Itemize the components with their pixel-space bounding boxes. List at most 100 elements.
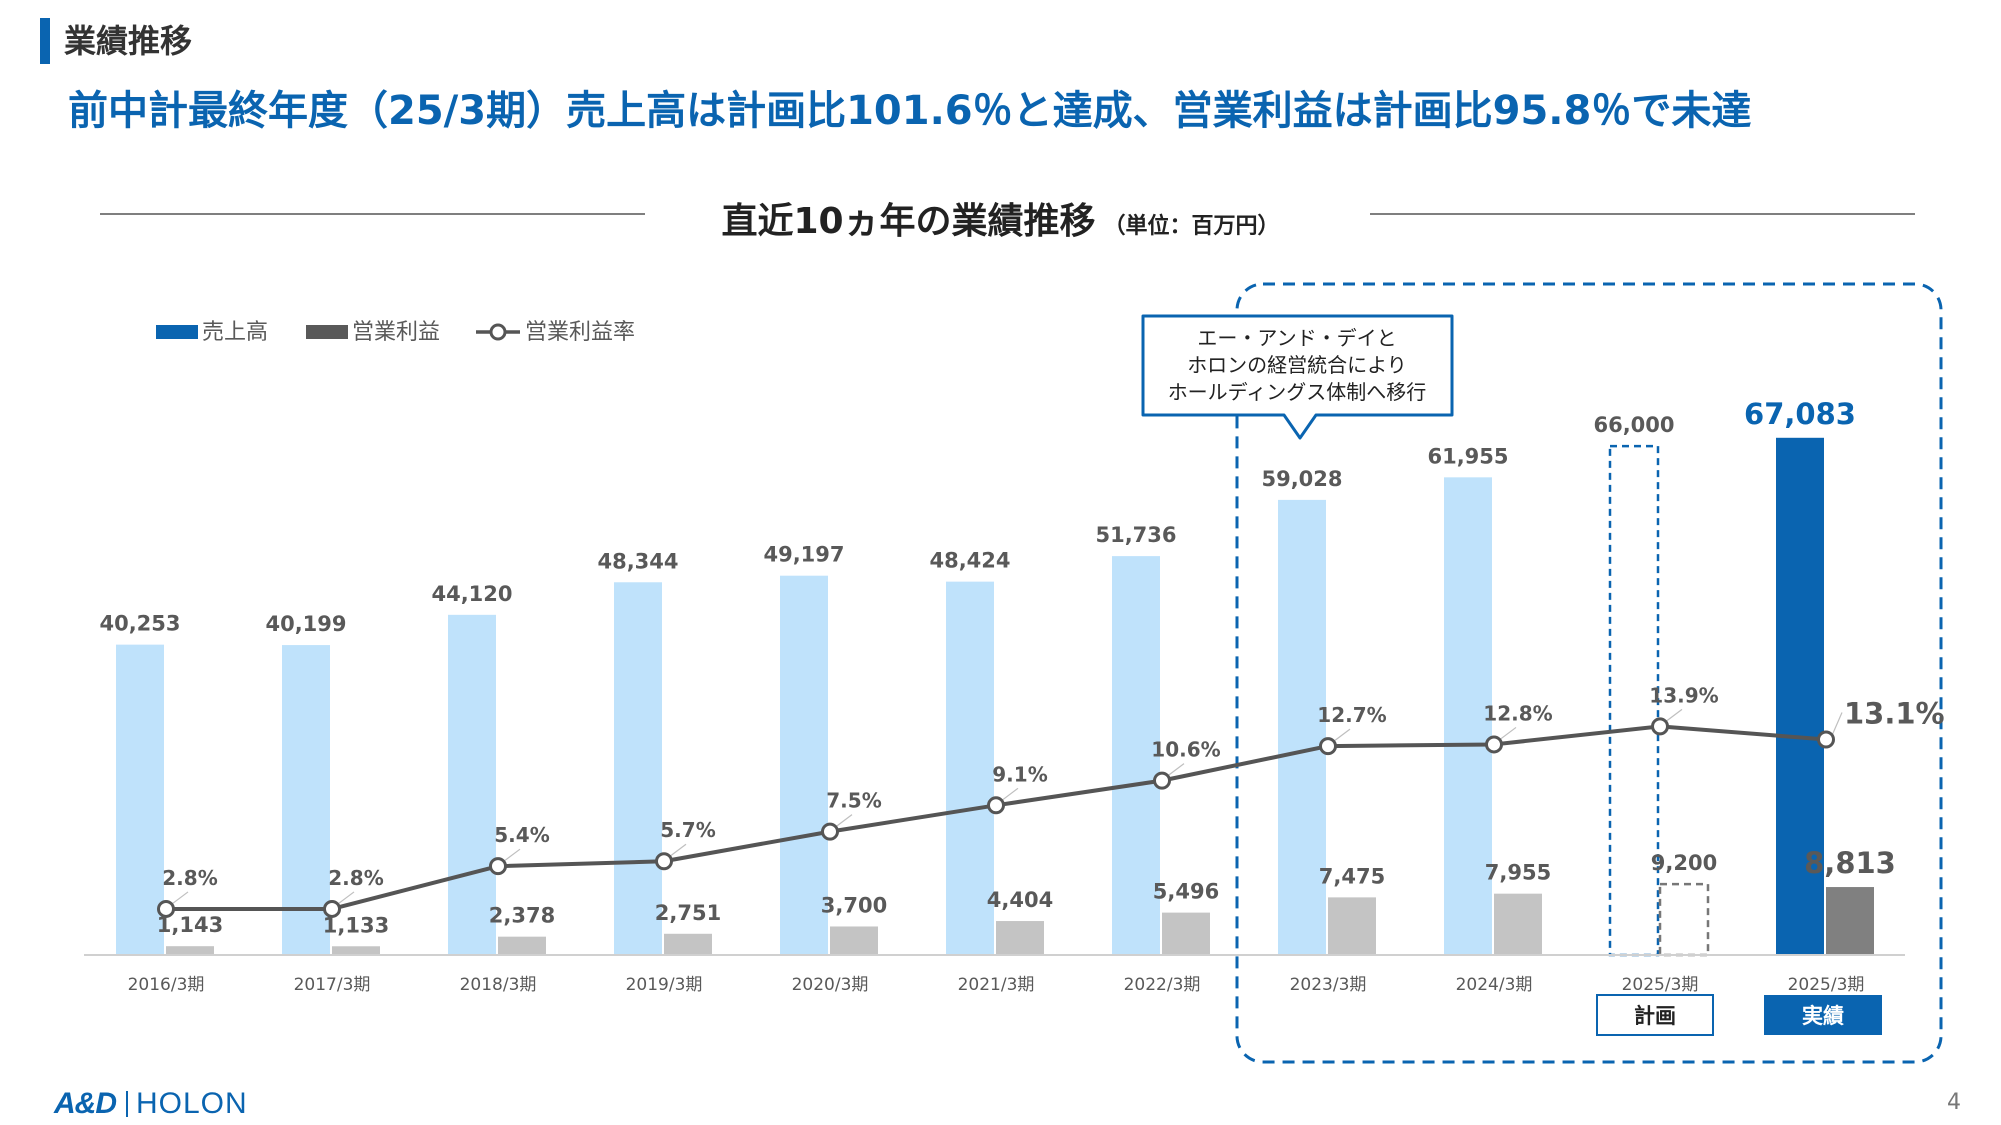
sales-bar	[116, 644, 164, 955]
profit-data-label: 2,378	[489, 904, 555, 928]
profit-bar	[1328, 897, 1376, 955]
sales-data-label: 61,955	[1427, 444, 1508, 468]
legend-swatch-profit	[306, 325, 348, 339]
margin-leader-line	[503, 848, 521, 862]
sales-data-label: 66,000	[1593, 413, 1674, 437]
profit-data-label: 7,475	[1319, 864, 1385, 888]
profit-bar	[498, 936, 546, 955]
profit-data-label: 8,813	[1804, 846, 1896, 880]
margin-leader-line	[337, 891, 355, 905]
actual-tag-label: 実績	[1802, 1004, 1844, 1028]
margin-data-label: 2.8%	[328, 866, 383, 890]
margin-leader-line	[1831, 712, 1843, 736]
margin-marker	[489, 857, 507, 876]
x-tick-label: 2025/3期	[1788, 975, 1865, 995]
margin-data-label: 13.9%	[1649, 683, 1718, 707]
sales-data-label: 40,199	[265, 612, 346, 636]
legend-label-margin: 営業利益率	[525, 320, 635, 345]
margin-data-label: 12.7%	[1317, 703, 1386, 727]
margin-leader-line	[835, 814, 853, 828]
margin-data-label: 12.8%	[1483, 701, 1552, 725]
margin-leader-line	[171, 891, 189, 905]
margin-data-label: 7.5%	[826, 789, 881, 813]
logo-holon: HOLON	[136, 1087, 248, 1120]
margin-marker	[323, 899, 341, 918]
profit-bar-actual	[1826, 887, 1874, 955]
margin-leader-line	[1499, 726, 1517, 740]
sales-data-label: 59,028	[1261, 467, 1342, 491]
actual-tag-box	[1764, 995, 1882, 1035]
sales-bar	[1112, 556, 1160, 955]
profit-data-label: 3,700	[821, 893, 887, 917]
margin-line	[166, 724, 1827, 911]
margin-marker	[821, 822, 839, 841]
margin-leader-line	[1167, 763, 1185, 777]
x-tick-label: 2023/3期	[1290, 975, 1367, 995]
x-tick-labels: 2016/3期 2017/3期 2018/3期 2019/3期 2020/3期 2021/…	[128, 975, 1865, 995]
callout-bubble	[1141, 314, 1454, 440]
x-tick-label: 2022/3期	[1124, 975, 1201, 995]
sales-data-label: 51,736	[1095, 523, 1176, 547]
profit-bar	[664, 933, 712, 955]
callout-line-1: エー・アンド・デイと	[1197, 326, 1396, 350]
x-tick-label: 2020/3期	[792, 975, 869, 995]
legend-label-sales: 売上高	[202, 320, 268, 345]
margin-data-label: 2.8%	[162, 866, 217, 890]
legend-swatch-margin-marker	[489, 323, 507, 341]
chart-unit: （単位：百万円）	[1103, 214, 1280, 239]
margin-marker	[655, 852, 673, 871]
profit-bar	[332, 946, 380, 955]
legend: 売上高 営業利益 営業利益率	[156, 320, 635, 345]
logo-separator	[126, 1091, 128, 1117]
sales-bar	[614, 582, 662, 955]
sales-data-label: 48,344	[597, 549, 678, 573]
x-tick-label: 2025/3期	[1622, 975, 1699, 995]
profit-data-label: 5,496	[1153, 880, 1219, 904]
margin-data-label: 5.4%	[494, 823, 549, 847]
x-tick-label: 2018/3期	[460, 975, 537, 995]
profit-bar	[996, 921, 1044, 955]
highlight-box	[1235, 282, 1943, 1064]
callout-line-3: ホールディングス体制へ移行	[1168, 380, 1427, 404]
data-labels: 40,253 1,143 40,199 1,133 44,120 2,378 48,344 2…	[99, 397, 1944, 937]
sales-bar	[448, 614, 496, 955]
x-tick-label: 2021/3期	[958, 975, 1035, 995]
chart-title: 直近10ヵ年の業績推移 （単位：百万円）	[0, 192, 2001, 244]
page-number: 4	[1947, 1090, 1961, 1115]
plan-tag: 計画	[1596, 994, 1714, 1036]
sales-bar	[1444, 477, 1492, 955]
margin-data-label: 10.6%	[1151, 738, 1220, 762]
profit-data-label: 9,200	[1651, 851, 1717, 875]
margin-leader-line	[1665, 708, 1683, 722]
profit-bar	[1494, 893, 1542, 955]
margin-marker	[1651, 717, 1669, 736]
sales-bar	[946, 581, 994, 955]
margin-marker	[1817, 730, 1835, 749]
section-title: 業績推移	[64, 22, 193, 60]
x-tick-label: 2017/3期	[294, 975, 371, 995]
margin-marker	[1153, 771, 1171, 790]
sales-data-label: 49,197	[763, 543, 844, 567]
chart-title-text: 直近10ヵ年の業績推移	[721, 201, 1096, 242]
plan-tag-label: 計画	[1634, 1004, 1676, 1028]
sales-data-label: 44,120	[431, 582, 512, 606]
margin-data-label: 5.7%	[660, 818, 715, 842]
profit-bar-plan	[1658, 882, 1710, 957]
sales-bar	[1278, 499, 1326, 955]
x-tick-label: 2019/3期	[626, 975, 703, 995]
x-tick-label: 2016/3期	[128, 975, 205, 995]
x-tick-label: 2024/3期	[1456, 975, 1533, 995]
profit-data-label: 1,143	[157, 913, 223, 937]
sales-bar	[282, 645, 330, 955]
margin-marker	[1319, 737, 1337, 756]
margin-marker	[157, 899, 175, 918]
sales-data-label: 67,083	[1744, 397, 1856, 431]
headline: 前中計最終年度（25/3期）売上高は計画比101.6％と達成、営業利益は計画比9…	[68, 88, 1752, 134]
merger-callout: エー・アンド・デイと ホロンの経営統合により ホールディングス体制へ移行	[1141, 314, 1454, 440]
company-logo: A&D HOLON	[54, 1087, 248, 1121]
profit-data-label: 7,955	[1485, 861, 1551, 885]
actual-tag: 実績	[1764, 995, 1882, 1035]
margin-marker	[987, 796, 1005, 815]
profit-bar	[1162, 912, 1210, 955]
profit-bar	[166, 946, 214, 955]
